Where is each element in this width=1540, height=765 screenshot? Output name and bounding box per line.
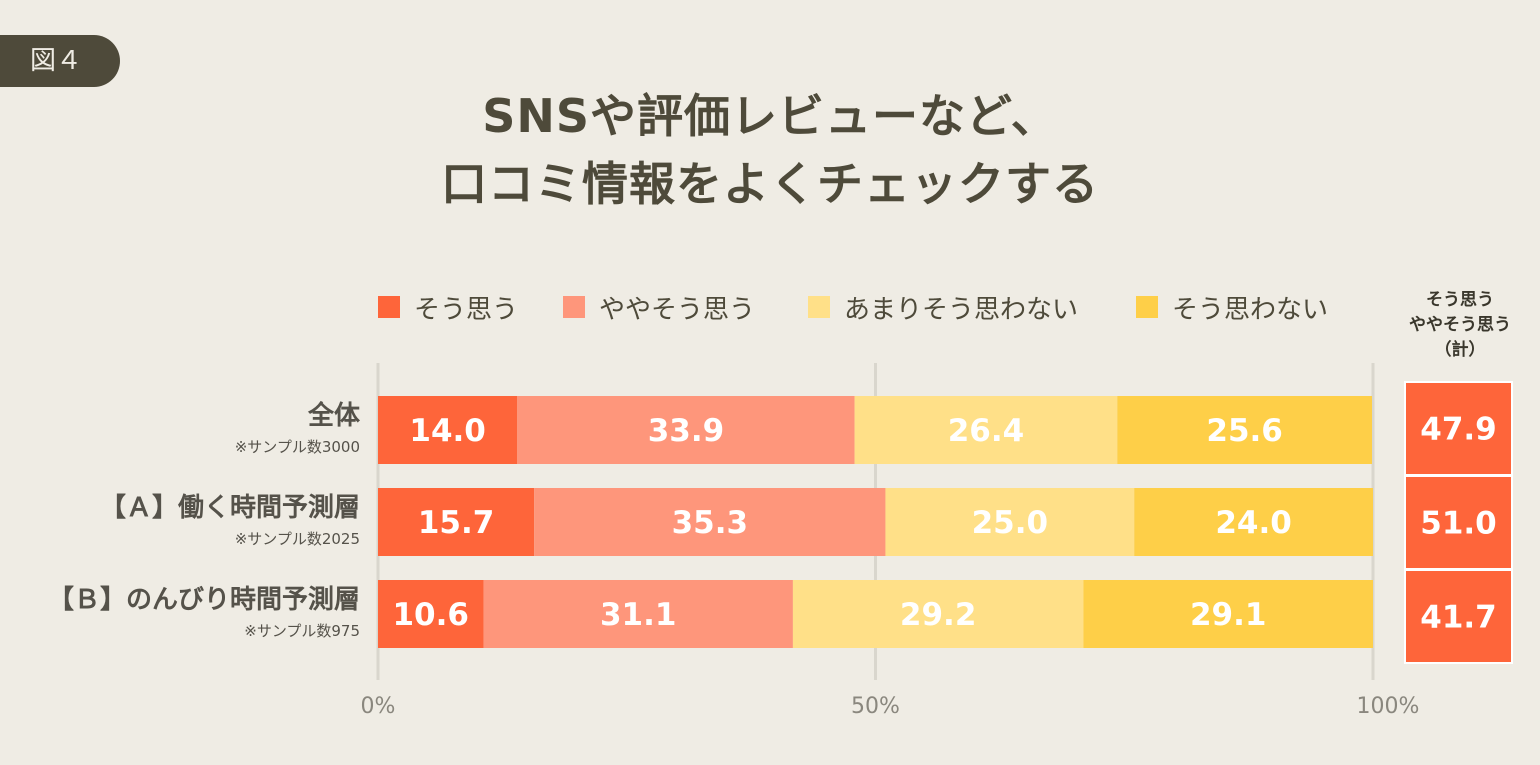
total-cell [1404, 381, 1513, 476]
category-label: 全体 [307, 400, 361, 431]
bar-segment [534, 488, 886, 556]
bar-segment [1117, 396, 1373, 464]
bar-segment [885, 488, 1135, 556]
bar-segment [517, 396, 855, 464]
data-label: 25.0 [972, 505, 1049, 541]
title-line-1: SNSや評価レビューなど、 [482, 89, 1058, 143]
legend-label: ややそう思う [599, 294, 756, 325]
bar-segment [792, 580, 1084, 648]
legend-swatch [563, 296, 585, 318]
figure-badge: 図４ [0, 35, 120, 87]
sample-size-note: ※サンプル数2025 [235, 530, 360, 548]
x-tick-label: 0% [361, 694, 396, 719]
data-label: 29.1 [1190, 597, 1267, 633]
legend-swatch [1136, 296, 1158, 318]
legend-swatch [808, 296, 830, 318]
data-label: 35.3 [672, 505, 749, 541]
bar-segment [1083, 580, 1373, 648]
total-column-header: そう思う ややそう思う （計） [1390, 288, 1530, 363]
category-label: 【Ａ】働く時間予測層 [100, 493, 360, 523]
chart-title: SNSや評価レビューなど、 口コミ情報をよくチェックする [0, 82, 1540, 218]
data-label: 33.9 [648, 413, 725, 449]
x-tick-label: 100% [1357, 694, 1420, 719]
data-label: 26.4 [948, 413, 1025, 449]
total-value-label: 47.9 [1420, 412, 1497, 448]
data-label: 15.7 [418, 505, 495, 541]
bar-segment [378, 396, 518, 464]
bar-segment [378, 580, 484, 648]
total-cell [1404, 569, 1513, 664]
total-value-label: 41.7 [1420, 600, 1497, 636]
total-value-label: 51.0 [1420, 506, 1497, 542]
total-header-line-2: ややそう思う [1409, 315, 1511, 335]
data-label: 31.1 [600, 597, 677, 633]
bar-segment [854, 396, 1118, 464]
legend-item-disagree: そう思わない [1136, 290, 1329, 325]
legend-label: そう思わない [1172, 294, 1329, 325]
category-label: 【Ｂ】のんびり時間予測層 [48, 585, 360, 615]
data-label: 29.2 [900, 597, 977, 633]
total-header-line-1: そう思う [1426, 290, 1494, 310]
bar-segment [378, 488, 535, 556]
data-label: 25.6 [1206, 413, 1283, 449]
data-label: 10.6 [392, 597, 469, 633]
total-header-line-3: （計） [1434, 340, 1486, 360]
title-line-2: 口コミ情報をよくチェックする [441, 157, 1099, 211]
legend-item-somewhat-agree: ややそう思う [563, 290, 756, 325]
bar-segment [483, 580, 793, 648]
data-label: 14.0 [409, 413, 486, 449]
bar-segment [1134, 488, 1373, 556]
data-label: 24.0 [1215, 505, 1292, 541]
total-cell [1404, 475, 1513, 570]
sample-size-note: ※サンプル数3000 [235, 438, 360, 456]
sample-size-note: ※サンプル数975 [244, 622, 360, 640]
legend-label: あまりそう思わない [844, 294, 1079, 325]
legend-item-somewhat-disagree: あまりそう思わない [808, 290, 1079, 325]
legend-label: そう思う [414, 294, 519, 325]
x-tick-label: 50% [851, 694, 900, 719]
legend-swatch [378, 296, 400, 318]
legend-item-strongly-agree: そう思う [378, 290, 519, 325]
